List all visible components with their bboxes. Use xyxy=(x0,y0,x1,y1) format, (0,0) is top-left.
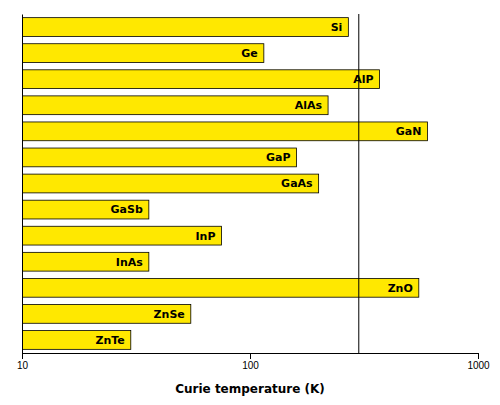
bar-label: Ge xyxy=(241,47,258,60)
tick: 10 xyxy=(17,353,29,371)
bar xyxy=(22,148,297,167)
tick-label: 10 xyxy=(17,360,29,371)
tick: 1000 xyxy=(467,353,490,371)
bar-label: Si xyxy=(331,21,343,34)
bar xyxy=(22,252,149,271)
plot: Si Ge AlP AlAs GaN GaP GaAs GaSb InP InAs ZnO ZnSe Z… xyxy=(17,14,490,371)
bar xyxy=(22,200,149,219)
bar xyxy=(22,331,131,350)
bar xyxy=(22,122,427,141)
bar-label: AlAs xyxy=(295,99,323,112)
bar-label: GaP xyxy=(266,151,291,164)
chart: Si Ge AlP AlAs GaN GaP GaAs GaSb InP InAs ZnO ZnSe Z… xyxy=(0,0,500,405)
tick-label: 100 xyxy=(242,360,259,371)
bar-label: InAs xyxy=(116,256,143,269)
bar-label: GaN xyxy=(396,125,422,138)
bar xyxy=(22,96,328,115)
bar xyxy=(22,18,348,37)
bar xyxy=(22,70,380,89)
bar-labels: Si Ge AlP AlAs GaN GaP GaAs GaSb InP InAs ZnO ZnSe Z… xyxy=(95,21,421,347)
tick-mark xyxy=(478,353,479,359)
bar xyxy=(22,304,191,323)
axis-line xyxy=(22,15,23,354)
tick-mark xyxy=(22,353,23,359)
bar-label: InP xyxy=(196,230,216,243)
reference-line xyxy=(358,14,359,353)
bar-label: ZnSe xyxy=(154,308,185,321)
marks xyxy=(22,14,427,353)
bar-label: ZnTe xyxy=(95,334,124,347)
bar-label: GaAs xyxy=(281,177,313,190)
axis-line xyxy=(23,354,479,360)
y-axis xyxy=(22,15,23,354)
bar-label: GaSb xyxy=(111,203,143,216)
bar xyxy=(22,44,264,63)
bar-label: AlP xyxy=(353,73,373,86)
tick: 100 xyxy=(242,353,259,371)
tick-label: 1000 xyxy=(467,360,490,371)
x-axis-title: Curie temperature (K) xyxy=(175,382,325,396)
tick-mark xyxy=(250,353,251,359)
bar-label: ZnO xyxy=(388,282,413,295)
bar xyxy=(22,174,319,193)
bar xyxy=(22,226,222,245)
x-axis: 10 100 1000 xyxy=(17,353,490,371)
